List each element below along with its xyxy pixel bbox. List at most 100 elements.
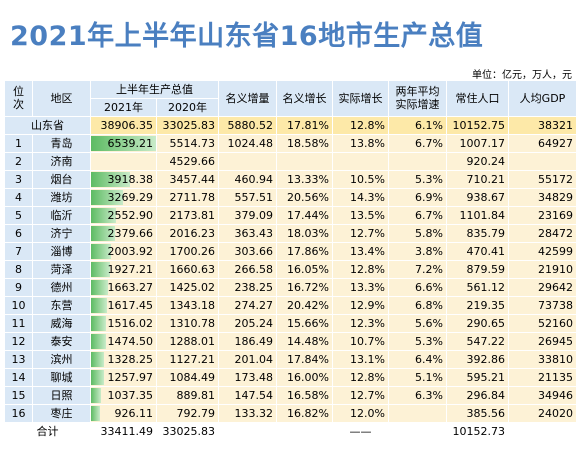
table-cell: 10.7% — [332, 332, 389, 351]
table-cell — [388, 404, 447, 423]
city-row: 2 济南 4529.66 920.24 — [4, 152, 577, 171]
table-cell: 710.21 — [446, 170, 509, 189]
table-cell: 34946 — [508, 386, 577, 405]
table-cell: 10152.73 — [446, 422, 509, 441]
table-cell — [218, 152, 277, 171]
table-cell: 18.03% — [276, 224, 333, 243]
cell-text: 926.11 — [114, 406, 154, 420]
table-cell: 1927.21 — [90, 260, 157, 279]
table-cell: 2 — [4, 152, 33, 171]
city-row: 12 泰安 1474.50 1288.01 186.49 14.48% 10.7% 5.3% 5… — [4, 332, 577, 351]
table-cell: 14 — [4, 368, 33, 387]
data-bar — [91, 370, 104, 385]
cell-text: 1257.97 — [107, 370, 154, 384]
table-cell: 10152.75 — [446, 116, 509, 135]
table-cell: 16.05% — [276, 260, 333, 279]
table-cell: 1663.27 — [90, 278, 157, 297]
table-cell: 13.33% — [276, 170, 333, 189]
table-cell: 363.43 — [218, 224, 277, 243]
city-row: 3 烟台 3918.38 3457.44 460.94 13.33% 10.5% 5.3% 71… — [4, 170, 577, 189]
table-cell: 12.0% — [332, 404, 389, 423]
table-cell: 392.86 — [446, 350, 509, 369]
table-cell: 557.51 — [218, 188, 277, 207]
table-cell: 20.42% — [276, 296, 333, 315]
table-cell: 13.8% — [332, 134, 389, 153]
table-cell: 1474.50 — [90, 332, 157, 351]
table-cell: 6.1% — [388, 116, 447, 135]
table-body: 山东省 38906.35 33025.83 5880.52 17.81% 12.8% 6.1… — [4, 116, 577, 441]
table-cell: 11 — [4, 314, 33, 333]
table-cell: 1 — [4, 134, 33, 153]
table-cell: 12.8% — [332, 260, 389, 279]
table-cell: 266.58 — [218, 260, 277, 279]
data-bar — [91, 208, 117, 223]
table-cell: 10.5% — [332, 170, 389, 189]
table-cell: 13.3% — [332, 278, 389, 297]
data-bar — [91, 388, 102, 403]
table-cell: 5880.52 — [218, 116, 277, 135]
table-cell: 12.8% — [332, 368, 389, 387]
header-cell: 实际增长 — [332, 80, 389, 117]
data-bar — [91, 280, 108, 295]
table-cell: 33025.83 — [156, 116, 219, 135]
table-cell: 5.8% — [388, 224, 447, 243]
table-cell — [388, 152, 447, 171]
table-cell: 1037.35 — [90, 386, 157, 405]
table-cell: 17.84% — [276, 350, 333, 369]
header-cell: 名义增长 — [276, 80, 333, 117]
table-cell: 1310.78 — [156, 314, 219, 333]
table-cell: 38321 — [508, 116, 577, 135]
data-bar — [91, 406, 101, 421]
table-cell: 3918.38 — [90, 170, 157, 189]
table-cell: 33810 — [508, 350, 577, 369]
table-cell: 烟台 — [32, 170, 91, 189]
table-cell: —— — [332, 422, 389, 441]
city-row: 9 德州 1663.27 1425.02 238.25 16.72% 13.3% 6.6% 56… — [4, 278, 577, 297]
table-cell: 1617.45 — [90, 296, 157, 315]
table-cell: 1024.48 — [218, 134, 277, 153]
table-cell: 219.35 — [446, 296, 509, 315]
unit-note: 单位：亿元，万人，元 — [472, 70, 572, 81]
table-cell: 6539.21 — [90, 134, 157, 153]
header-cell: 上半年生产总值 — [90, 80, 219, 99]
table-cell: 64927 — [508, 134, 577, 153]
table-cell: 186.49 — [218, 332, 277, 351]
city-row: 10 东营 1617.45 1343.18 274.27 20.42% 12.9% 6.8% 2… — [4, 296, 577, 315]
table-cell: 835.79 — [446, 224, 509, 243]
table-cell: 889.81 — [156, 386, 219, 405]
table-cell: 12.7% — [332, 224, 389, 243]
table-cell: 147.54 — [218, 386, 277, 405]
table-cell: 26945 — [508, 332, 577, 351]
cell-text: 2379.66 — [107, 226, 154, 240]
data-bar — [91, 136, 156, 151]
cell-text: 3918.38 — [107, 172, 154, 186]
table-cell: 15.66% — [276, 314, 333, 333]
table-cell: 460.94 — [218, 170, 277, 189]
table-cell: 2379.66 — [90, 224, 157, 243]
table-cell: 1660.63 — [156, 260, 219, 279]
table-cell: 13.4% — [332, 242, 389, 261]
table-cell: 21910 — [508, 260, 577, 279]
header-text: 位次 — [13, 85, 24, 111]
cell-text: 6539.21 — [107, 136, 154, 150]
table-cell: 1288.01 — [156, 332, 219, 351]
table-cell: 547.22 — [446, 332, 509, 351]
province-row: 山东省 38906.35 33025.83 5880.52 17.81% 12.8% 6.1… — [4, 116, 577, 135]
data-bar — [91, 352, 105, 367]
table-cell: 2016.23 — [156, 224, 219, 243]
city-row: 11 威海 1516.02 1310.78 205.24 15.66% 12.3% 5.6% 2… — [4, 314, 577, 333]
table-cell — [90, 152, 157, 171]
table-cell: 1343.18 — [156, 296, 219, 315]
cell-text: 2003.92 — [107, 244, 154, 258]
table-cell: 926.11 — [90, 404, 157, 423]
table-cell: 73738 — [508, 296, 577, 315]
table-cell: 303.66 — [218, 242, 277, 261]
table-cell: 4529.66 — [156, 152, 219, 171]
table-cell: 16.72% — [276, 278, 333, 297]
table-cell: 5 — [4, 206, 33, 225]
city-row: 14 聊城 1257.97 1084.49 173.48 16.00% 12.8% 5.1% 5… — [4, 368, 577, 387]
table-cell: 385.56 — [446, 404, 509, 423]
table-cell: 9 — [4, 278, 33, 297]
data-bar — [91, 262, 111, 277]
